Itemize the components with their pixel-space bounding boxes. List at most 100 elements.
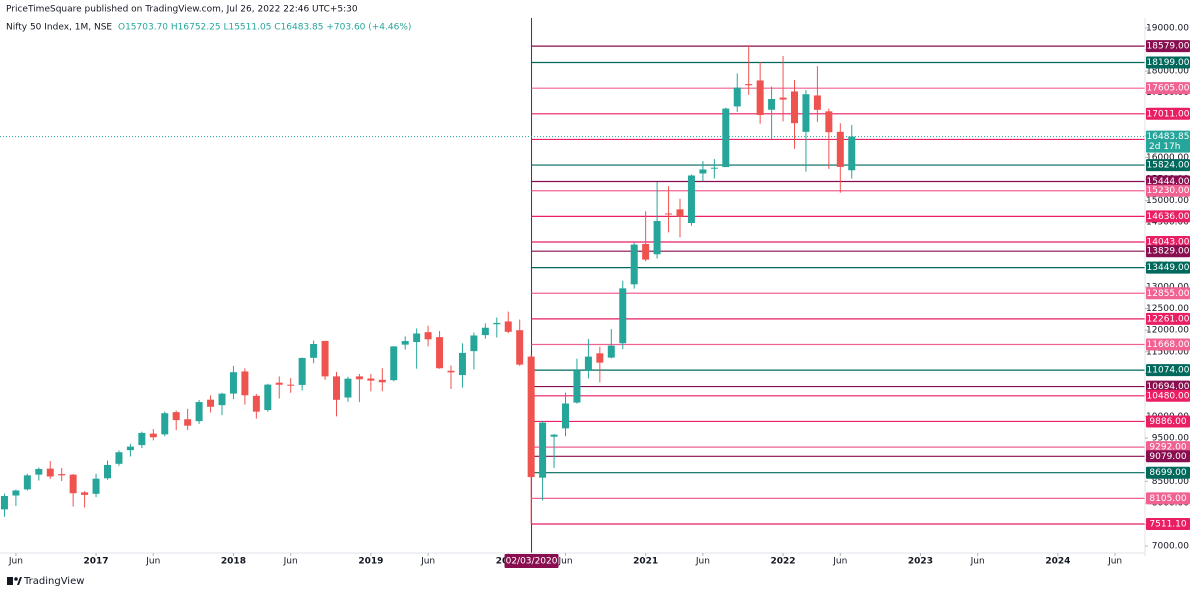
candle-body (275, 382, 283, 385)
y-tick-label: 15000.00 (1146, 196, 1189, 206)
plot-area (0, 18, 1145, 553)
level-label: 11074.00 (1147, 366, 1190, 376)
candle-body (69, 474, 77, 494)
level-label-box (1146, 492, 1190, 505)
level-label: 9079.00 (1149, 452, 1186, 462)
candle-body (516, 330, 524, 365)
logo-mark (7, 577, 13, 585)
level-label: 15230.00 (1147, 186, 1190, 196)
candle-body (35, 468, 43, 475)
level-label-box (1146, 107, 1190, 120)
level-label: 8699.00 (1149, 468, 1186, 478)
candle-body (470, 335, 478, 352)
level-label-box (1146, 518, 1190, 531)
y-tick-label: 19000.00 (1146, 23, 1189, 33)
level-label: 12855.00 (1147, 289, 1190, 299)
candle-body (287, 384, 295, 386)
x-tick-label: Jun (970, 557, 985, 567)
level-label-box (1146, 450, 1190, 463)
candle-body (367, 378, 375, 381)
x-tick-label: Jun (832, 557, 847, 567)
level-label: 9886.00 (1149, 417, 1186, 427)
candle-body (779, 97, 787, 100)
y-tick-label: 11500.00 (1146, 347, 1189, 357)
level-label-box (1146, 175, 1190, 188)
y-tick-label: 8500.00 (1152, 477, 1189, 487)
candle-body (619, 288, 627, 344)
logo-slash (17, 577, 22, 585)
last-price-box (1146, 130, 1190, 153)
level-label: 13829.00 (1147, 247, 1190, 257)
candle-body (355, 376, 363, 380)
candle-body (344, 378, 352, 398)
level-label: 8105.00 (1149, 494, 1186, 504)
candle-body (539, 422, 547, 478)
candle-body (46, 468, 54, 477)
candle-body (699, 169, 707, 174)
symbol-legend: Nifty 50 Index, 1M, NSE (6, 23, 112, 33)
candle-body (378, 379, 386, 383)
level-label: 13449.00 (1147, 263, 1190, 273)
x-tick-label: 2021 (633, 557, 658, 567)
level-label: 15444.00 (1147, 177, 1190, 187)
candle-body (207, 399, 215, 407)
candle-body (298, 357, 306, 385)
level-label-box (1146, 380, 1190, 393)
candle-body (653, 220, 661, 255)
x-tick-label: 2024 (1045, 557, 1070, 567)
publish-header: PriceTimeSquare published on TradingView… (6, 5, 358, 15)
brand-logo (7, 577, 22, 585)
candle-body (836, 131, 844, 167)
overlay: 18579.0018199.0017605.0017011.0016418.00… (504, 40, 1190, 568)
x-tick-label: Jun (557, 557, 572, 567)
level-label: 17011.00 (1147, 109, 1190, 119)
candle-body (115, 452, 123, 464)
x-tick-label: 2017 (84, 557, 109, 567)
level-label-box (1146, 245, 1190, 258)
level-label: 14636.00 (1147, 212, 1190, 222)
level-label-box (1146, 364, 1190, 377)
x-tick-label: Jun (1107, 557, 1122, 567)
candle-body (825, 111, 833, 133)
date-marker-box (504, 554, 559, 568)
countdown-label: 2d 17h (1149, 142, 1180, 152)
level-label-box (1146, 312, 1190, 325)
x-tick-label: Jun (8, 557, 23, 567)
x-tick-label: 2022 (771, 557, 796, 567)
date-marker-label: 02/03/2020 (506, 557, 558, 567)
level-label: 12261.00 (1147, 314, 1190, 324)
candle-body (436, 337, 444, 369)
candle-body (138, 432, 146, 446)
candle-body (104, 464, 111, 479)
level-label: 10694.00 (1147, 382, 1190, 392)
y-tick-label: 9500.00 (1152, 434, 1189, 444)
candle-body (184, 419, 192, 426)
x-tick-label: 2019 (358, 557, 383, 567)
level-label-box (1146, 159, 1190, 172)
level-label: 9292.00 (1149, 443, 1186, 453)
candle-body (573, 370, 581, 403)
y-tick-label: 12500.00 (1146, 304, 1189, 314)
candle-body (504, 321, 512, 332)
candle-body (813, 95, 821, 110)
candle-body (550, 434, 558, 437)
candle-body (848, 136, 856, 171)
x-tick-label: Jun (420, 557, 435, 567)
logo-dot (14, 577, 18, 581)
candle-body (630, 244, 638, 285)
level-label-box (1146, 82, 1190, 95)
x-tick-label: Jun (695, 557, 710, 567)
level-label: 15824.00 (1147, 161, 1190, 171)
candle-body (481, 327, 489, 336)
candle-body (58, 474, 66, 476)
brand-name: TradingView (23, 576, 84, 587)
level-label-box (1146, 184, 1190, 197)
candle-body (642, 243, 650, 260)
last-price-label: 16483.85 (1147, 132, 1190, 142)
level-label-box (1146, 40, 1190, 53)
x-tick-label: Jun (283, 557, 298, 567)
candle-body (0, 495, 8, 510)
candle-body (310, 343, 318, 358)
candle-body (493, 322, 501, 325)
